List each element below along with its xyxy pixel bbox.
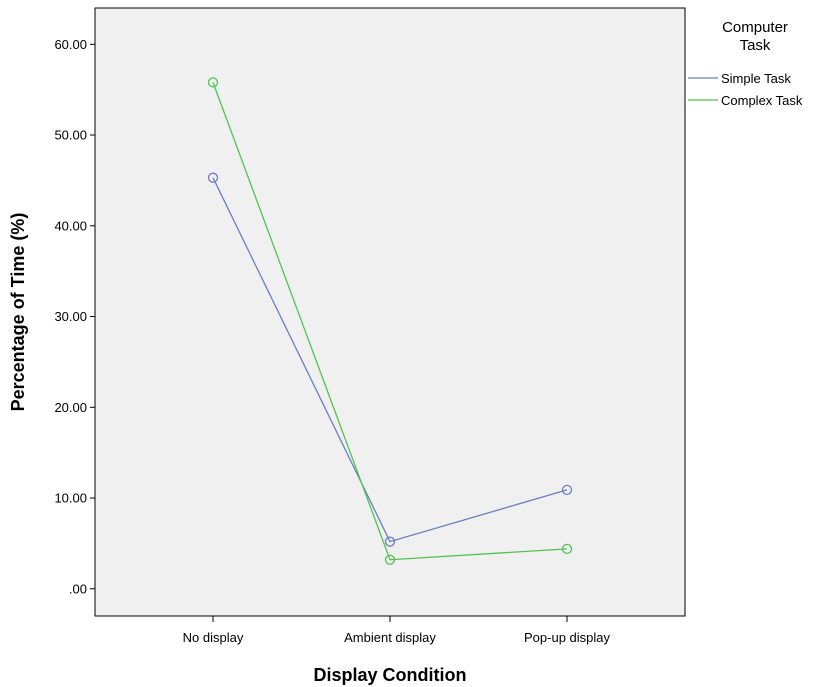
data-point-complex-task: [561, 543, 573, 554]
y-tick-label: 40.00: [54, 218, 87, 233]
legend-label-simple-task: Simple Task: [721, 71, 791, 86]
data-point-simple-task: [561, 484, 573, 496]
data-point-simple-task: [207, 172, 219, 183]
legend-label-complex-task: Complex Task: [721, 93, 803, 108]
data-point-simple-task: [384, 536, 396, 547]
series-layer: [207, 77, 573, 565]
data-point-complex-task: [207, 77, 219, 88]
x-axis: No display Ambient display Pop-up display: [183, 616, 610, 645]
series-line-simple-task: [212, 177, 568, 543]
x-axis-title: Display Condition: [314, 665, 467, 685]
data-point-complex-task: [384, 554, 396, 565]
legend-title-line-2: Task: [740, 37, 771, 54]
y-tick-label: .00: [69, 581, 87, 596]
legend-title-line-1: Computer: [722, 19, 788, 36]
x-tick-label: Pop-up display: [524, 630, 610, 645]
y-tick-label: 10.00: [54, 491, 87, 506]
y-tick-label: 30.00: [54, 309, 87, 324]
plot-area: [94, 7, 686, 617]
y-axis-title: Percentage of Time (%): [8, 213, 28, 412]
legend: Computer Task Simple Task Complex Task: [688, 19, 803, 108]
y-tick-label: 60.00: [54, 37, 87, 52]
series-line-complex-task: [212, 82, 568, 561]
y-tick-label: 20.00: [54, 400, 87, 415]
x-tick-label: Ambient display: [344, 630, 436, 645]
y-axis: .00 10.00 20.00 30.00 40.00 50.00 60.00: [54, 37, 95, 596]
y-tick-label: 50.00: [54, 128, 87, 143]
x-tick-label: No display: [183, 630, 244, 645]
